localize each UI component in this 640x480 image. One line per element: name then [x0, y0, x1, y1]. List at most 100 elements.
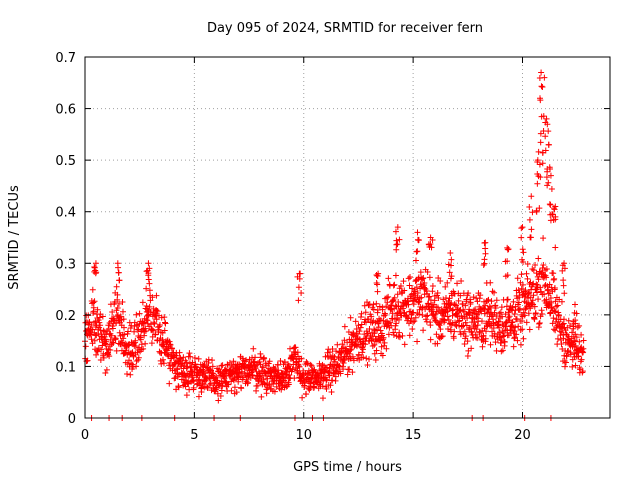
data-point [542, 147, 549, 154]
data-point [578, 356, 585, 363]
data-point [195, 355, 202, 362]
chart-title: Day 095 of 2024, SRMTID for receiver fer… [207, 21, 483, 36]
data-point [167, 341, 174, 348]
data-point [231, 384, 238, 391]
data-point [483, 323, 490, 330]
data-point [537, 139, 544, 146]
data-point [459, 323, 466, 330]
data-point [92, 260, 99, 267]
data-point [488, 298, 495, 305]
data-point [94, 306, 101, 313]
data-point [210, 385, 217, 392]
data-point [340, 359, 347, 366]
data-point [478, 318, 485, 325]
data-point [433, 308, 440, 315]
data-point [504, 272, 511, 279]
data-point [85, 312, 92, 319]
data-point [520, 249, 527, 256]
data-point [298, 290, 305, 297]
data-point [427, 234, 434, 241]
data-point [366, 356, 373, 363]
data-point [448, 256, 455, 263]
data-point [250, 345, 257, 352]
data-point [96, 314, 103, 321]
data-point [332, 373, 339, 380]
data-point [84, 357, 91, 364]
data-point [370, 333, 377, 340]
data-point [561, 358, 568, 365]
data-point [482, 335, 489, 342]
data-point [327, 349, 334, 356]
data-point [295, 358, 302, 365]
data-point [465, 347, 472, 354]
data-point [465, 290, 472, 297]
data-point [199, 380, 206, 387]
data-point [543, 274, 550, 281]
data-point [487, 279, 494, 286]
data-point [513, 316, 520, 323]
data-point [440, 296, 447, 303]
data-point [258, 393, 265, 400]
data-point [435, 321, 442, 328]
data-point [145, 260, 152, 267]
data-point [451, 328, 458, 335]
data-point [182, 383, 189, 390]
data-point [385, 331, 392, 338]
data-point [427, 336, 434, 343]
data-point [427, 241, 434, 247]
data-point [375, 270, 382, 277]
data-point [540, 262, 547, 269]
data-point [519, 281, 526, 288]
y-tick-labels: 0 0.1 0.2 0.3 0.4 0.5 0.6 0.7 [55, 51, 76, 427]
data-point [156, 323, 163, 330]
y-tick-label: 0.1 [55, 360, 76, 375]
data-point [357, 313, 364, 320]
data-point [416, 306, 423, 313]
data-point [547, 201, 554, 208]
data-point [438, 333, 445, 340]
data-point [144, 312, 151, 319]
data-point [326, 372, 333, 379]
data-point [433, 331, 440, 338]
data-point [473, 326, 480, 333]
data-point [362, 341, 369, 348]
data-point [128, 360, 135, 367]
axis-ticks [84, 56, 610, 419]
data-point [371, 341, 378, 348]
data-point [365, 302, 372, 309]
data-point [580, 345, 587, 352]
data-point [121, 350, 128, 357]
data-point [533, 281, 540, 288]
data-point [525, 295, 532, 302]
data-point [548, 304, 555, 311]
data-point [425, 300, 432, 307]
data-point [538, 307, 545, 314]
data-point [290, 361, 297, 368]
data-point [442, 283, 449, 290]
data-point [458, 278, 465, 285]
data-point [567, 351, 574, 358]
data-point [427, 322, 434, 329]
data-point [418, 294, 425, 301]
data-point [464, 315, 471, 322]
data-point [384, 299, 391, 306]
data-point [375, 333, 382, 340]
data-point [424, 269, 431, 276]
data-point [113, 283, 120, 290]
data-point [395, 316, 402, 323]
data-point [497, 334, 504, 341]
data-point [528, 193, 535, 200]
data-point [554, 302, 561, 309]
data-point [373, 347, 380, 354]
data-point [479, 343, 486, 350]
data-point [260, 364, 267, 371]
data-point [92, 270, 99, 277]
data-point [406, 282, 413, 289]
data-point [325, 353, 332, 360]
data-point [570, 318, 577, 325]
data-point [486, 303, 493, 310]
y-axis-label: SRMTID / TECUs [7, 185, 22, 290]
data-point [529, 265, 536, 272]
data-point [159, 356, 166, 363]
data-point [219, 382, 226, 389]
